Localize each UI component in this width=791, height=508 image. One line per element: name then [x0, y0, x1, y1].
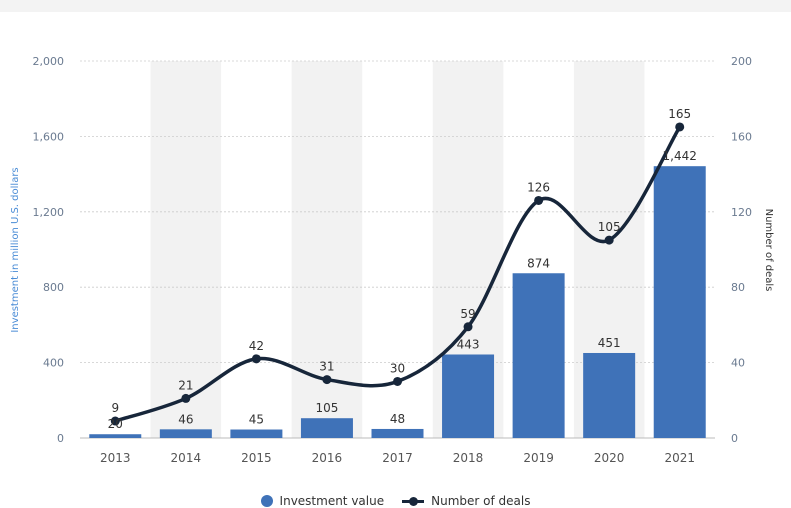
- bar-data-label: 105: [315, 401, 338, 415]
- left-axis-tick-label: 2,000: [33, 55, 65, 68]
- bar: [653, 166, 706, 439]
- x-axis-tick-label: 2014: [171, 451, 202, 465]
- bar-data-label: 46: [178, 412, 193, 426]
- bar: [371, 428, 424, 438]
- line-series: [110, 122, 685, 426]
- right-axis-tick-label: 160: [731, 130, 752, 143]
- legend-label-deals: Number of deals: [431, 494, 531, 508]
- legend-line-dot-icon: [409, 496, 419, 506]
- x-axis-tick-label: 2018: [453, 451, 484, 465]
- left-axis-title: Investment in million U.S. dollars: [10, 167, 21, 332]
- right-axis-title: Number of deals: [763, 209, 774, 292]
- line-point: [181, 393, 191, 403]
- bar: [300, 418, 353, 438]
- legend-label-investment: Investment value: [279, 494, 385, 508]
- right-axis-tick-label: 80: [731, 281, 745, 294]
- line-data-label: 9: [111, 401, 119, 415]
- bar: [89, 434, 142, 438]
- background-band: [150, 61, 222, 438]
- line-data-label: 165: [668, 107, 691, 121]
- line-point: [110, 416, 120, 426]
- line-data-label: 21: [178, 378, 193, 392]
- x-axis-tick-label: 2021: [664, 451, 695, 465]
- left-axis-tick-label: 0: [57, 432, 64, 445]
- investment-deals-chart: 20 46 45 105 48 443 874 451 1,442 9 21 42 31 30 59 126 1…: [10, 55, 774, 465]
- line-point: [534, 195, 544, 205]
- data-labels: 20 46 45 105 48 443 874 451 1,442 9 21 42 31 30 59 126 1…: [108, 107, 697, 431]
- bar-data-label: 874: [527, 256, 550, 270]
- bar-data-label: 48: [390, 412, 405, 426]
- line-point: [322, 375, 332, 385]
- x-axis-tick-label: 2015: [241, 451, 272, 465]
- bar-data-label: 451: [598, 336, 621, 350]
- line-data-label: 31: [319, 360, 334, 374]
- bar-data-label: 45: [249, 413, 264, 427]
- line-point: [393, 376, 402, 386]
- top-strip: [0, 0, 791, 12]
- bar-series: [89, 166, 706, 439]
- bar: [583, 352, 636, 438]
- bar-data-label: 1,442: [663, 149, 697, 163]
- right-axis-tick-label: 120: [731, 206, 752, 219]
- line-data-label: 30: [390, 361, 405, 375]
- bar: [442, 354, 495, 438]
- x-axis-tick-label: 2013: [100, 451, 131, 465]
- line-point: [604, 235, 614, 245]
- bar: [159, 429, 212, 438]
- line-data-label: 126: [527, 180, 550, 194]
- line-data-label: 42: [249, 339, 264, 353]
- line-data-label: 59: [460, 307, 475, 321]
- bar-data-label: 443: [457, 337, 480, 351]
- legend-item-investment[interactable]: Investment value: [260, 494, 385, 508]
- left-axis-tick-label: 1,600: [33, 130, 65, 143]
- right-axis-tick-label: 0: [731, 432, 738, 445]
- legend-line-swatch-icon: [402, 496, 425, 506]
- legend: Investment value Number of deals: [0, 494, 791, 508]
- left-axis-tick-label: 800: [43, 281, 64, 294]
- line-point: [675, 122, 685, 132]
- line-data-label: 105: [598, 220, 621, 234]
- legend-bar-swatch-icon: [260, 495, 273, 507]
- x-axis-tick-label: 2020: [594, 451, 625, 465]
- x-axis-tick-label: 2017: [382, 451, 413, 465]
- bar: [512, 273, 565, 438]
- bar: [230, 429, 283, 438]
- deals-line: [114, 126, 682, 423]
- line-point: [463, 322, 473, 332]
- x-axis-tick-label: 2016: [312, 451, 343, 465]
- x-axis-tick-label: 2019: [523, 451, 554, 465]
- bar-data-label: 20: [108, 417, 123, 431]
- line-point: [251, 354, 261, 364]
- left-axis-tick-label: 1,200: [33, 206, 65, 219]
- right-axis-tick-label: 200: [731, 55, 752, 68]
- axis-ticks: 0 400 800 1,200 1,600 2,000 0 40 80 120 160 200 2013…: [33, 55, 753, 465]
- left-axis-tick-label: 400: [43, 357, 64, 370]
- right-axis-tick-label: 40: [731, 357, 745, 370]
- legend-item-deals[interactable]: Number of deals: [402, 494, 530, 508]
